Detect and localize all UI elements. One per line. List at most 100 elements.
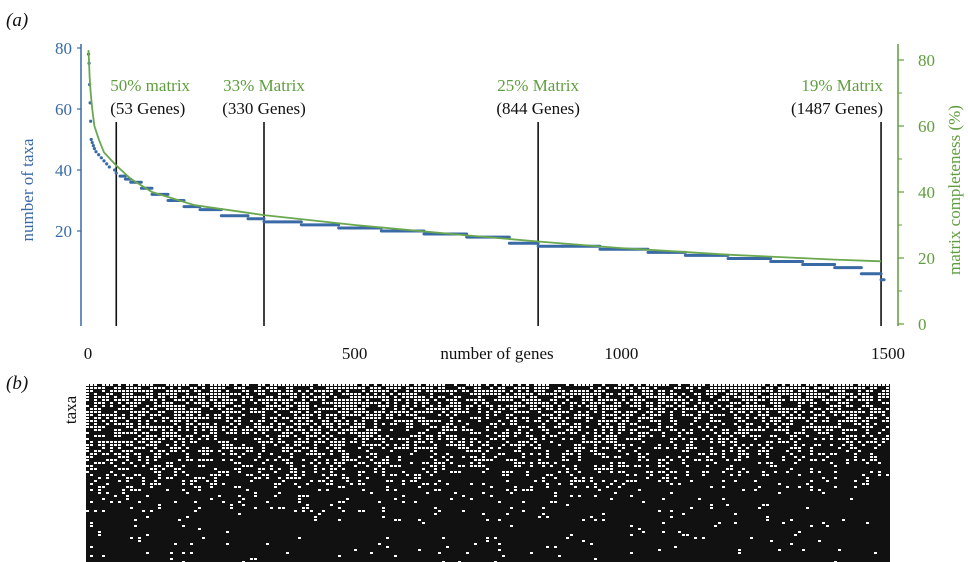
heatmap-cell [394,444,397,446]
heatmap-cell [206,459,209,461]
heatmap-cell [430,411,433,413]
heatmap-cell [682,462,685,464]
heatmap-cell [198,414,201,416]
heatmap-cell [810,393,813,395]
heatmap-cell [654,420,657,422]
heatmap-cell [842,420,845,422]
heatmap-cell [886,408,889,410]
heatmap-cell [734,480,737,482]
heatmap-cell [790,420,793,422]
heatmap-cell [138,390,141,392]
heatmap-cell [402,408,405,410]
heatmap-cell [798,402,801,404]
heatmap-cell [602,417,605,419]
taxa-point [90,140,94,145]
heatmap-cell [586,399,589,401]
heatmap-cell [526,417,529,419]
heatmap-cell [502,474,505,476]
heatmap-cell [378,465,381,467]
heatmap-cell [634,402,637,404]
heatmap-cell [338,441,341,443]
heatmap-cell [662,399,665,401]
heatmap-cell [138,396,141,398]
heatmap-cell [862,444,865,446]
heatmap-cell [546,453,549,455]
heatmap-cell [166,477,169,479]
heatmap-cell [174,393,177,395]
heatmap-cell [558,423,561,425]
heatmap-cell [742,405,745,407]
heatmap-cell [430,447,433,449]
heatmap-cell [578,417,581,419]
left-tick-label: 80 [55,39,72,58]
heatmap-cell [610,432,613,434]
heatmap-cell [198,528,201,530]
heatmap-cell [190,441,193,443]
heatmap-cell [382,393,385,395]
heatmap-cell [454,414,457,416]
heatmap-cell [790,543,793,545]
heatmap-cell [354,441,357,443]
heatmap-cell [314,432,317,434]
heatmap-cell [498,393,501,395]
heatmap-cell [626,474,629,476]
heatmap-cell [630,480,633,482]
heatmap-cell [210,459,213,461]
heatmap-cell [738,396,741,398]
heatmap-cell [98,534,101,536]
heatmap-cell [606,405,609,407]
heatmap-cell [214,468,217,470]
heatmap-cell [178,459,181,461]
heatmap-cell [150,444,153,446]
heatmap-cell [818,429,821,431]
heatmap-cell [286,477,289,479]
heatmap-cell [454,411,457,413]
x-axis-ticks: 0 500 1000 1500 [84,344,905,363]
heatmap-cell [750,411,753,413]
heatmap-cell [742,387,745,389]
heatmap-cell [658,399,661,401]
heatmap-cell [158,474,161,476]
heatmap-cell [306,414,309,416]
heatmap-cell [114,474,117,476]
heatmap-cell [94,405,97,407]
heatmap-cell [426,387,429,389]
heatmap-cell [494,537,497,539]
heatmap-cell [594,411,597,413]
heatmap-cell [150,441,153,443]
heatmap-cell [630,411,633,413]
heatmap-cell [286,387,289,389]
heatmap-cell [150,387,153,389]
heatmap-cell [126,423,129,425]
heatmap-cell [678,456,681,458]
heatmap-cell [846,450,849,452]
heatmap-cell [102,510,105,512]
heatmap-cell [450,417,453,419]
heatmap-cell [818,408,821,410]
heatmap-cell [606,423,609,425]
heatmap-cell [610,393,613,395]
heatmap-cell [178,435,181,437]
heatmap-cell [350,384,353,386]
heatmap-cell [462,411,465,413]
heatmap-cell [258,471,261,473]
heatmap-cell [490,408,493,410]
heatmap-cell [90,468,93,470]
heatmap-cell [174,417,177,419]
heatmap-cell [442,384,445,386]
heatmap-cell [670,483,673,485]
heatmap-cell [518,465,521,467]
heatmap-cell [538,393,541,395]
heatmap-cell [402,396,405,398]
heatmap-cell [658,465,661,467]
heatmap-cell [882,396,885,398]
heatmap-cell [546,414,549,416]
heatmap-cell [766,390,769,392]
heatmap-cell [506,441,509,443]
heatmap-cell [650,414,653,416]
heatmap-cell [122,405,125,407]
heatmap-cell [542,435,545,437]
heatmap-cell [138,417,141,419]
heatmap-cell [486,444,489,446]
heatmap-cell [678,405,681,407]
